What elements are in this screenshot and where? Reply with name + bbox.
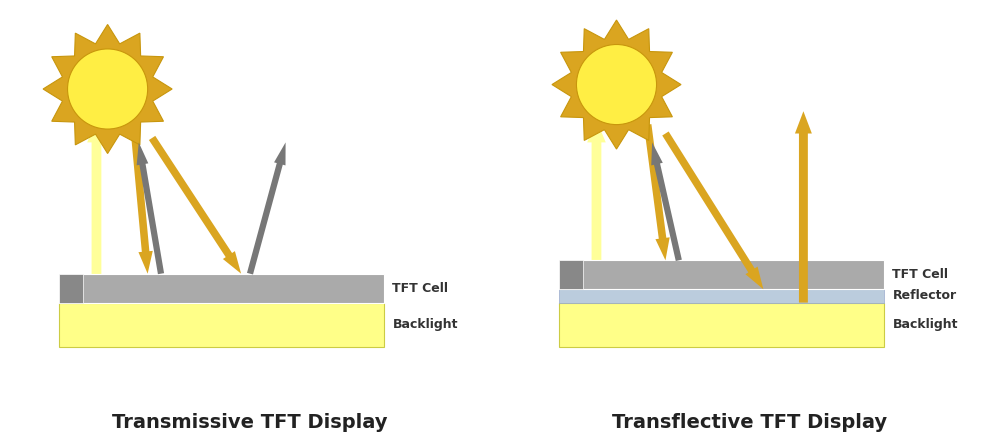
Circle shape xyxy=(68,49,148,129)
Text: Backlight: Backlight xyxy=(892,318,958,332)
Text: TFT Cell: TFT Cell xyxy=(392,282,448,295)
FancyArrow shape xyxy=(587,120,606,303)
FancyArrow shape xyxy=(662,131,763,289)
Bar xyxy=(559,260,884,289)
FancyArrow shape xyxy=(644,124,670,260)
FancyArrow shape xyxy=(651,142,682,261)
Bar xyxy=(59,274,83,303)
Bar xyxy=(559,260,583,289)
Circle shape xyxy=(576,44,657,125)
Polygon shape xyxy=(43,24,172,154)
Bar xyxy=(59,274,384,303)
Bar xyxy=(59,303,384,347)
Polygon shape xyxy=(552,20,681,149)
Bar xyxy=(559,303,884,347)
Text: Transflective TFT Display: Transflective TFT Display xyxy=(612,413,888,432)
Text: Transmissive TFT Display: Transmissive TFT Display xyxy=(112,413,388,432)
FancyArrow shape xyxy=(131,129,153,274)
Text: Backlight: Backlight xyxy=(392,318,458,332)
Text: Reflector: Reflector xyxy=(892,289,957,303)
FancyArrow shape xyxy=(137,142,164,274)
FancyArrow shape xyxy=(149,136,241,274)
FancyArrow shape xyxy=(87,120,106,303)
Bar xyxy=(559,289,884,303)
FancyArrow shape xyxy=(247,142,286,275)
Text: TFT Cell: TFT Cell xyxy=(892,268,948,281)
FancyArrow shape xyxy=(795,111,812,303)
